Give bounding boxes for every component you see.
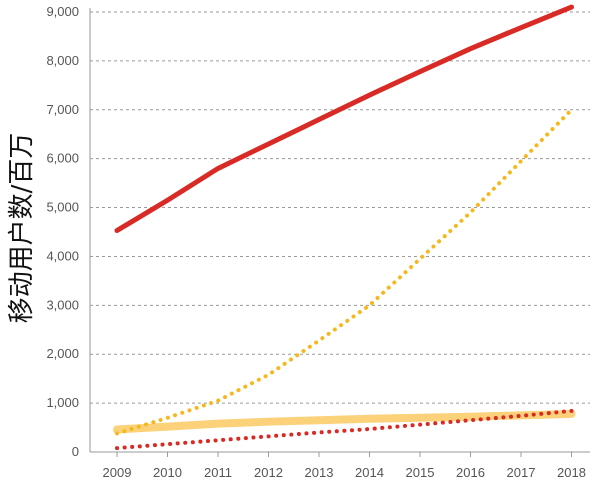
x-tick-label: 2018 — [557, 465, 586, 480]
x-tick-label: 2012 — [254, 465, 283, 480]
y-axis-title: 移动用户数/百万 — [7, 133, 37, 324]
x-tick-label: 2009 — [103, 465, 132, 480]
x-tick-label: 2017 — [507, 465, 536, 480]
x-tick-label: 2013 — [305, 465, 334, 480]
grid-layer — [90, 11, 590, 404]
x-tick-label: 2015 — [406, 465, 435, 480]
y-tick-label: 3,000 — [46, 297, 79, 312]
y-tick-label: 8,000 — [46, 53, 79, 68]
x-tick-label: 2010 — [153, 465, 182, 480]
label-layer: 0 1,000 2,000 3,000 4,000 5,000 6,000 7,000 8,00… — [46, 4, 586, 480]
y-tick-label: 1,000 — [46, 395, 79, 410]
y-tick-label: 7,000 — [46, 102, 79, 117]
y-tick-label: 9,000 — [46, 4, 79, 19]
series-line-1 — [114, 4, 574, 234]
y-tick-label: 4,000 — [46, 248, 79, 263]
x-tick-label: 2014 — [355, 465, 384, 480]
series-line-4 — [115, 408, 574, 451]
y-tick-label: 0 — [72, 444, 79, 459]
y-tick-label: 6,000 — [46, 151, 79, 166]
y-tick-label: 5,000 — [46, 200, 79, 215]
x-tick-label: 2011 — [204, 465, 232, 480]
series-layer — [113, 4, 576, 451]
axis-layer — [89, 8, 590, 457]
y-tick-label: 2,000 — [46, 346, 79, 361]
x-tick-label: 2016 — [456, 465, 485, 480]
